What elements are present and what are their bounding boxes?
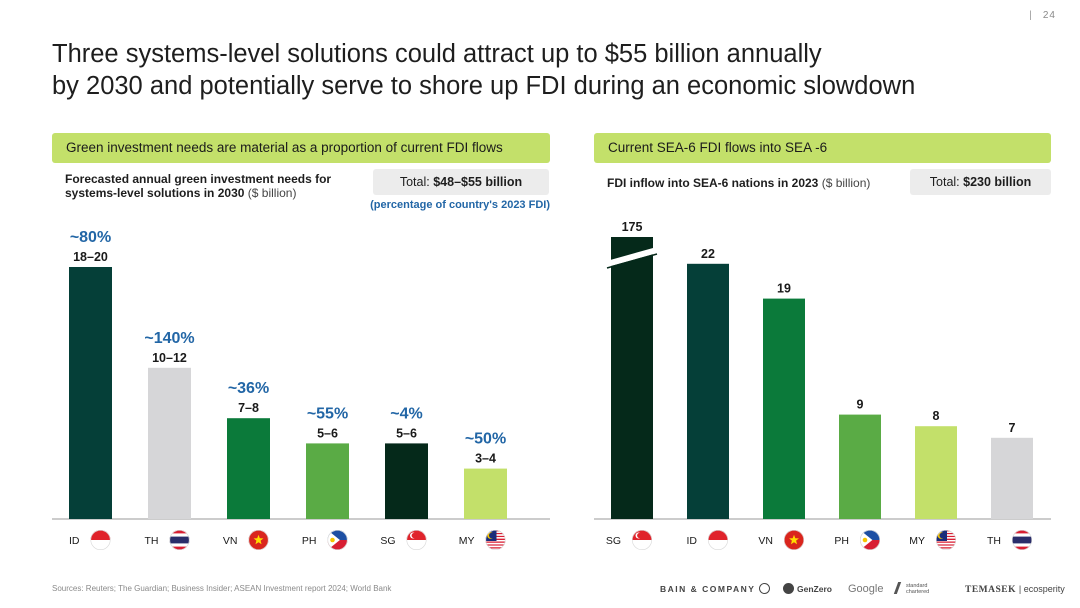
right-bar-th — [991, 437, 1033, 519]
left-subtitle-line1: Forecasted annual green investment needs… — [65, 172, 332, 186]
left-section-header: Green investment needs are material as a… — [52, 133, 550, 163]
right-value-label-th: 7 — [1009, 421, 1016, 435]
page-title: Three systems-level solutions could attr… — [52, 38, 1032, 102]
flag-th-left-icon — [169, 529, 190, 550]
right-subtitle-text: FDI inflow into SEA-6 nations in 2023 — [607, 176, 819, 190]
left-bar-vn — [227, 418, 270, 519]
left-pct-label-vn: ~36% — [228, 380, 269, 397]
google-logo: Google — [848, 583, 884, 595]
right-section-header: Current SEA-6 FDI flows into SEA -6 — [594, 133, 1051, 163]
flag-ph-right-icon — [859, 529, 880, 550]
ecosperity-logo: | ecosperity — [1018, 584, 1065, 594]
left-pct-label-my: ~50% — [465, 431, 506, 448]
left-category-label-my: MY — [459, 535, 475, 547]
flag-sg-left-icon — [406, 529, 427, 550]
left-value-label-th: 10–12 — [152, 351, 187, 365]
page-number: | 24 — [1029, 10, 1056, 21]
flag-vn-right-icon — [783, 529, 804, 550]
sc-symbol-icon — [893, 582, 907, 594]
flag-my-right-icon — [935, 529, 956, 550]
right-subtitle-unit: ($ billion) — [821, 176, 871, 190]
right-value-label-ph: 9 — [857, 398, 864, 412]
left-category-label-sg: SG — [380, 535, 395, 547]
temasek-logo: TEMASEK | ecosperity — [965, 584, 1065, 595]
left-value-label-my: 3–4 — [475, 452, 496, 466]
left-total-box: Total: $48–$55 billion — [373, 169, 549, 195]
right-category-label-th: TH — [987, 535, 1001, 547]
right-category-label-ph: PH — [834, 535, 849, 547]
right-category-label-vn: VN — [758, 535, 773, 547]
axis-break-line — [606, 253, 658, 269]
genzero-symbol-icon — [783, 583, 794, 595]
flag-id-left-icon — [90, 529, 111, 550]
left-category-label-ph: PH — [302, 535, 317, 547]
left-pct-label-th: ~140% — [144, 330, 194, 347]
left-bar-my — [464, 468, 507, 519]
left-category-label-th: TH — [145, 535, 159, 547]
left-value-label-vn: 7–8 — [238, 401, 259, 415]
footer-sources: Sources: Reuters; The Guardian; Business… — [52, 584, 392, 593]
flag-ph-left-icon — [327, 529, 348, 550]
left-category-label-id: ID — [69, 535, 80, 547]
left-value-label-ph: 5–6 — [317, 426, 338, 440]
right-category-label-my: MY — [909, 535, 925, 547]
left-category-label-vn: VN — [223, 535, 238, 547]
right-bar-id — [687, 263, 729, 519]
left-subtitle-line2: systems-level solutions in 2030 — [65, 186, 245, 200]
left-total-value: $48–$55 billion — [433, 175, 523, 189]
right-category-label-id: ID — [687, 535, 698, 547]
right-total-box: Total: $230 billion — [910, 169, 1051, 195]
pct-of-fdi-note: (percentage of country's 2023 FDI) — [370, 199, 550, 211]
genzero-logo: GenZero — [783, 580, 832, 598]
title-line-1: Three systems-level solutions could attr… — [52, 40, 822, 68]
standard-chartered-logo: standard chartered — [893, 582, 929, 595]
bain-logo: BAIN & COMPANY — [660, 580, 771, 598]
left-value-label-sg: 5–6 — [396, 426, 417, 440]
left-total-prefix: Total: — [399, 175, 430, 189]
right-value-label-id: 22 — [701, 247, 715, 261]
title-line-2: by 2030 and potentially serve to shore u… — [52, 72, 916, 100]
right-total-value: $230 billion — [963, 175, 1032, 189]
right-value-label-vn: 19 — [777, 282, 791, 296]
right-category-label-sg: SG — [606, 535, 621, 547]
flag-my-left-icon — [485, 529, 506, 550]
right-bar-ph — [839, 414, 881, 519]
flag-th-right-icon — [1011, 529, 1032, 550]
left-subtitle-unit: ($ billion) — [247, 186, 297, 200]
left-bar-th — [148, 367, 191, 519]
left-chart-subtitle: Forecasted annual green investment needs… — [65, 172, 365, 200]
right-bar-vn — [763, 298, 805, 519]
bain-symbol-icon — [759, 583, 771, 595]
right-total-prefix: Total: — [929, 175, 960, 189]
flag-vn-left-icon — [248, 529, 269, 550]
right-value-label-my: 8 — [933, 409, 940, 423]
right-bar-my — [915, 426, 957, 519]
left-pct-label-sg: ~4% — [390, 405, 422, 422]
right-chart-subtitle: FDI inflow into SEA-6 nations in 2023 ($… — [607, 176, 907, 190]
right-bar-sg — [611, 237, 653, 519]
left-bar-id — [69, 267, 112, 519]
flag-sg-right-icon — [631, 529, 652, 550]
axis-break-gap — [606, 247, 658, 267]
left-bar-ph — [306, 443, 349, 519]
partner-logos: BAIN & COMPANY GenZero Google standard ch… — [650, 580, 1065, 598]
left-value-label-id: 18–20 — [73, 250, 108, 264]
left-pct-label-id: ~80% — [70, 229, 111, 246]
left-pct-label-ph: ~55% — [307, 405, 348, 422]
flag-id-right-icon — [707, 529, 728, 550]
left-bar-sg — [385, 443, 428, 519]
right-value-label-sg: 175 — [622, 220, 643, 234]
